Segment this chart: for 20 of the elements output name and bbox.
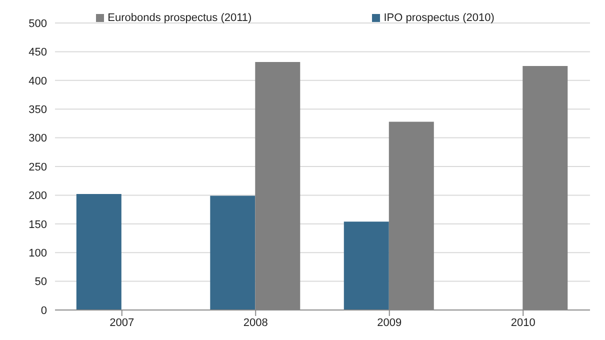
x-tick-label: 2009	[377, 316, 402, 329]
x-tick-label: 2008	[243, 316, 268, 329]
bar	[76, 194, 122, 310]
bar	[210, 196, 256, 310]
y-tick-label: 350	[28, 104, 47, 116]
y-tick-label: 300	[28, 132, 47, 145]
y-tick-label: 50	[34, 276, 47, 288]
legend-label: Eurobonds prospectus (2011)	[108, 12, 252, 24]
x-tick-label: 2010	[510, 316, 536, 329]
legend-label: IPO prospectus (2010)	[384, 12, 494, 24]
bar	[344, 222, 389, 310]
y-tick-label: 150	[28, 218, 47, 231]
y-tick-label: 200	[28, 190, 47, 202]
y-tick-label: 450	[28, 46, 47, 59]
y-tick-label: 100	[28, 248, 47, 260]
y-tick-label: 250	[28, 161, 47, 174]
y-tick-label: 500	[28, 18, 47, 30]
x-tick-label: 2007	[110, 316, 134, 329]
y-tick-label: 400	[28, 75, 47, 88]
y-tick-label: 0	[40, 304, 47, 317]
